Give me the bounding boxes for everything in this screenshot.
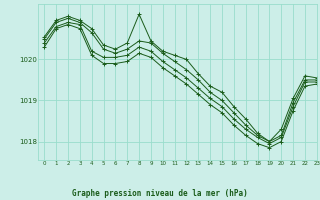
Text: Graphe pression niveau de la mer (hPa): Graphe pression niveau de la mer (hPa) xyxy=(72,189,248,198)
